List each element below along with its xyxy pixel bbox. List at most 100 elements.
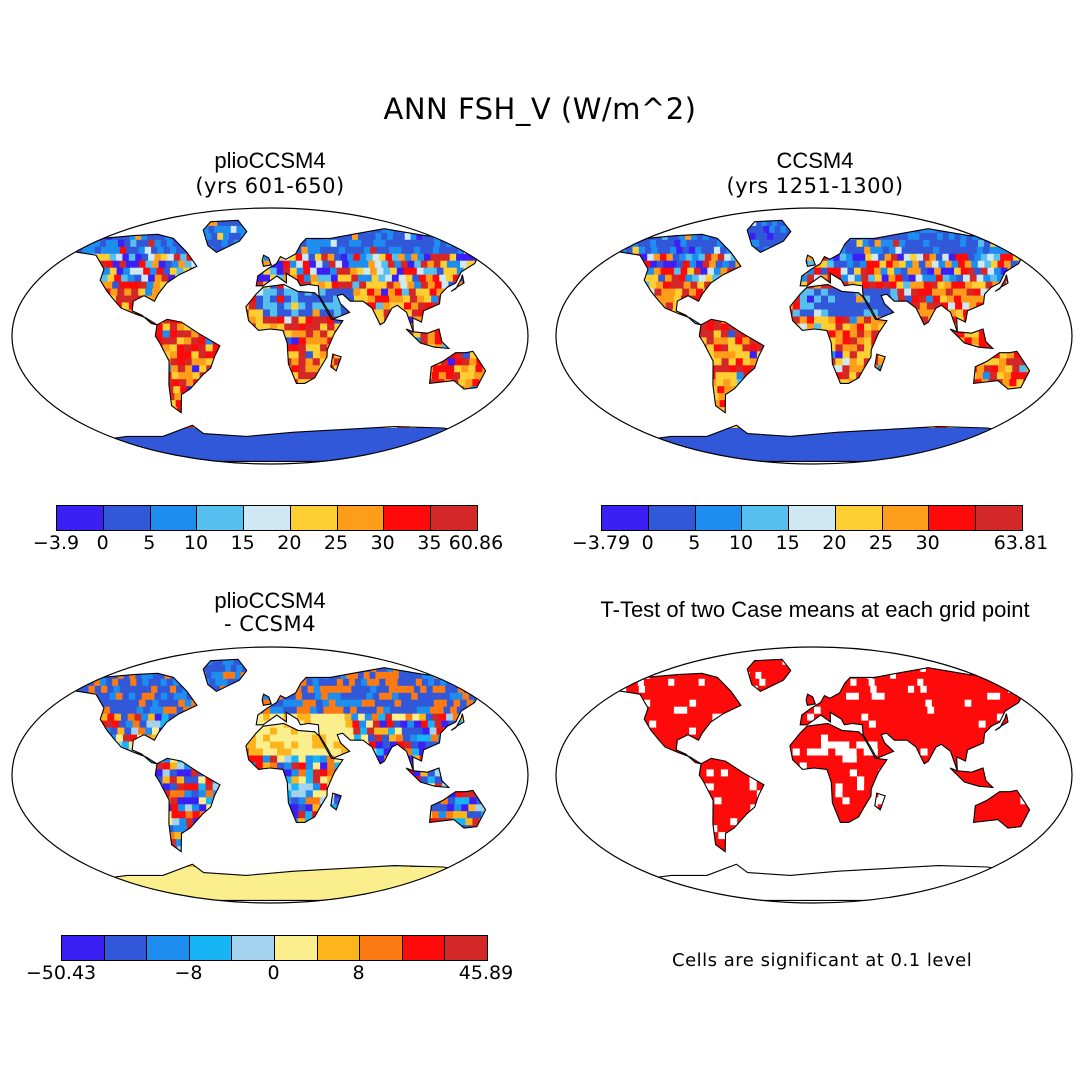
coastline-madagascar	[330, 353, 342, 372]
colorbar-swatch	[789, 506, 836, 530]
colorbar-swatch	[602, 506, 649, 530]
colorbar-swatch	[402, 936, 446, 960]
colorbar-swatch	[197, 506, 245, 530]
coastline-southAmerica	[698, 318, 765, 414]
colorbar-top-right	[601, 505, 1023, 531]
map-difference	[11, 646, 529, 904]
colorbar-tick-label: 30	[370, 532, 395, 554]
panel-title-top-right: CCSM4	[776, 148, 854, 173]
coastline-uk	[805, 693, 817, 706]
coastline-japan	[994, 274, 1009, 292]
colorbar-tick-label: −3.9	[32, 532, 80, 554]
coastline-uk	[261, 693, 273, 706]
colorbar-tick-label: 10	[728, 532, 754, 554]
colorbar-tick-label: 10	[183, 532, 209, 554]
colorbar-swatch	[104, 936, 148, 960]
colorbar-tick-label: 5	[688, 532, 701, 554]
colorbar-swatch	[360, 936, 403, 960]
coastline-greenland	[746, 658, 792, 693]
coastline-africa	[789, 283, 888, 384]
coastline-madagascar	[330, 792, 342, 811]
colorbar-tick-label: 15	[775, 532, 800, 554]
colorbar-tick-label: 15	[230, 532, 255, 554]
colorbar-swatch	[317, 936, 361, 960]
colorbar-tick-label: −8	[174, 962, 203, 984]
coastline-indonesia	[405, 328, 451, 350]
coastline-eurasia	[255, 667, 499, 771]
figure-title: ANN FSH_V (W/m^2)	[383, 92, 697, 126]
colorbar-swatch	[337, 506, 385, 530]
coastline-australia	[428, 789, 487, 829]
coastline-japan	[994, 713, 1009, 731]
colorbar-tick-label: −3.79	[571, 532, 631, 554]
coastline-northAmerica	[604, 233, 742, 326]
colorbar-tick-label: 25	[323, 532, 349, 554]
colorbar-swatch	[742, 506, 790, 530]
colorbar-tick-label: 60.86	[448, 532, 504, 554]
colorbar-tick-label: 63.81	[993, 532, 1049, 554]
coastline-eurasia	[799, 667, 1043, 771]
coastline-uk	[261, 254, 273, 267]
panel-title-top-left: plioCCSM4	[214, 148, 326, 173]
panel-subtitle-top-left: (yrs 601-650)	[195, 174, 345, 198]
colorbar-swatch	[274, 936, 318, 960]
colorbar-swatch	[445, 936, 487, 960]
coastline-madagascar	[874, 792, 886, 811]
panel-title-bottom-right: T-Test of two Case means at each grid po…	[600, 597, 1030, 622]
colorbar-tick-label: 8	[352, 962, 365, 984]
colorbar-swatch	[976, 506, 1023, 530]
colorbar-swatch	[695, 506, 743, 530]
colorbar-swatch	[103, 506, 151, 530]
map-ttest	[555, 646, 1073, 904]
coastline-uk	[805, 254, 817, 267]
colorbar-swatch	[929, 506, 977, 530]
colorbar-swatch	[290, 506, 338, 530]
coastline-northAmerica	[60, 233, 198, 326]
colorbar-swatch	[62, 936, 105, 960]
map-ccsm4	[555, 207, 1073, 465]
colorbar-swatch	[150, 506, 198, 530]
coastline-southAmerica	[698, 757, 765, 853]
colorbar-swatch	[147, 936, 190, 960]
significance-note: Cells are significant at 0.1 level	[672, 950, 973, 971]
coastline-indonesia	[949, 328, 995, 350]
coastline-madagascar	[874, 353, 886, 372]
coastline-eurasia	[799, 228, 1043, 332]
colorbar-top-left	[56, 505, 478, 531]
map-plioccsm4	[11, 207, 529, 465]
colorbar-tick-label: 0	[641, 532, 654, 554]
coastline-greenland	[202, 219, 248, 254]
coastline-australia	[972, 789, 1031, 829]
panel-subtitle-top-right: (yrs 1251-1300)	[726, 174, 904, 198]
panel-subtitle-bottom-left: - CCSM4	[224, 612, 316, 636]
colorbar-swatch	[232, 936, 275, 960]
coastline-indonesia	[405, 767, 451, 789]
coastline-australia	[428, 350, 487, 390]
coastline-japan	[450, 713, 465, 731]
colorbar-swatch	[431, 506, 478, 530]
colorbar-tick-label: 35	[417, 532, 442, 554]
coastline-africa	[245, 283, 344, 384]
coastline-indonesia	[949, 767, 995, 789]
coastline-greenland	[746, 219, 792, 254]
colorbar-swatch	[189, 936, 233, 960]
colorbar-swatch	[835, 506, 883, 530]
colorbar-tick-label: 0	[96, 532, 109, 554]
coastline-japan	[450, 274, 465, 292]
colorbar-bottom-left	[61, 935, 488, 961]
colorbar-tick-label: 0	[267, 962, 280, 984]
colorbar-swatch	[384, 506, 432, 530]
colorbar-tick-label: 20	[822, 532, 847, 554]
coastline-africa	[789, 722, 888, 823]
colorbar-tick-label: 20	[277, 532, 302, 554]
colorbar-swatch	[57, 506, 104, 530]
coastline-greenland	[202, 658, 248, 693]
coastline-australia	[972, 350, 1031, 390]
colorbar-swatch	[882, 506, 930, 530]
colorbar-tick-label: 25	[868, 532, 894, 554]
coastline-northAmerica	[604, 672, 742, 765]
coastline-southAmerica	[154, 757, 221, 853]
coastline-africa	[245, 722, 344, 823]
coastline-northAmerica	[60, 672, 198, 765]
panel-title-bottom-left: plioCCSM4	[214, 588, 326, 613]
